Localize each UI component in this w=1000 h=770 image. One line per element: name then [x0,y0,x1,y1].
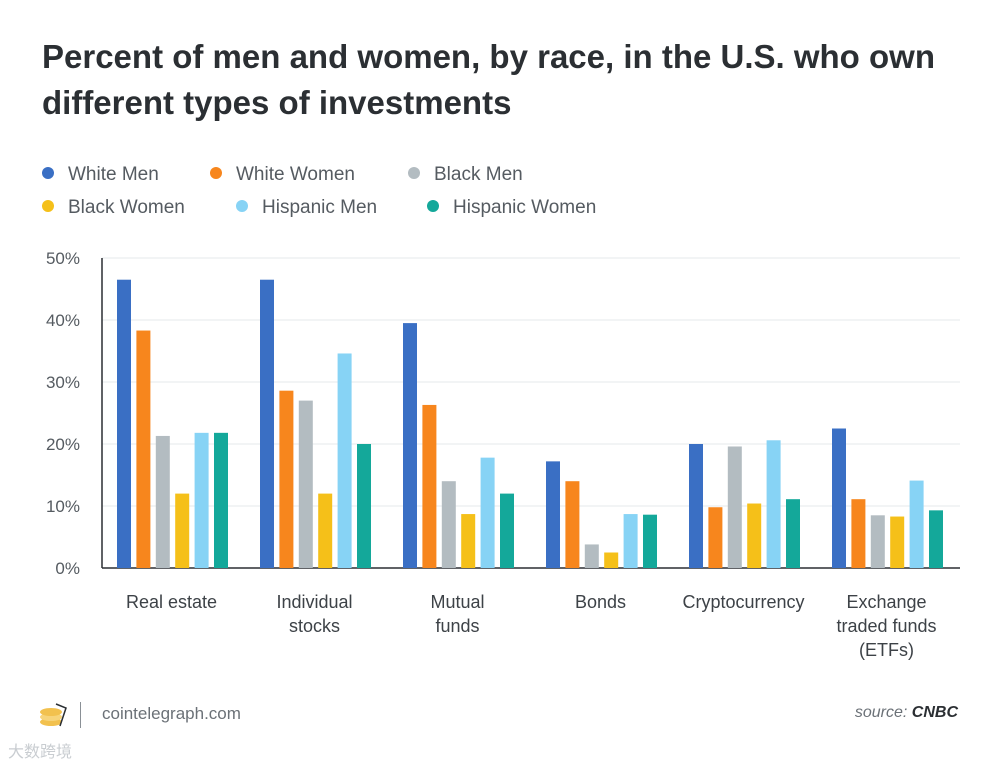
y-tick-label: 20% [46,435,80,454]
legend-swatch [42,199,54,212]
bar [546,461,560,568]
x-tick-label: Cryptocurrency [682,592,804,612]
x-tick-label: Mutual [430,592,484,612]
legend-item: White Women [210,164,355,186]
bar [708,507,723,568]
y-tick-label: 40% [46,311,80,330]
bar [851,499,866,568]
bar [175,493,190,568]
x-tick-label: Bonds [575,592,626,612]
bar [500,493,514,568]
legend-item: Hispanic Men [236,197,377,219]
bar [422,404,437,568]
bar [689,444,703,568]
footer-site-link[interactable]: cointelegraph.com [102,704,241,723]
legend-label: White Women [236,164,355,185]
bar [441,481,456,568]
bar [870,515,885,568]
legend-item: Hispanic Women [427,197,596,219]
bar [155,435,170,568]
bar [403,323,417,568]
bar [136,330,151,568]
legend-item: Black Women [42,197,185,219]
bar [890,516,905,568]
bar [623,514,638,568]
legend-label: Black Men [434,164,523,185]
bar [786,499,800,568]
legend-label: Black Women [68,197,185,218]
bar [260,279,274,568]
x-tick-label: Exchange [846,592,926,612]
source-label: source: [854,704,908,721]
y-tick-label: 0% [55,559,80,578]
legend-label: Hispanic Women [453,197,597,218]
cointelegraph-logo-icon [38,702,68,735]
legend-swatch [408,166,420,179]
x-tick-label: stocks [289,616,340,636]
bar [461,514,476,568]
x-tick-label: funds [435,616,479,636]
bar [929,510,943,568]
chart-title: Percent of men and women, by race, in th… [42,38,935,121]
bar [337,353,352,568]
bar [584,544,599,568]
bar [214,432,228,568]
x-tick-label: Real estate [126,592,217,612]
bar [727,446,742,568]
bar [747,503,762,568]
legend-item: Black Men [408,164,523,186]
legend-swatch [236,199,248,212]
bar [565,481,580,568]
footer-source: source: CNBC [855,704,958,722]
bar [117,279,131,568]
x-tick-label: Individual [276,592,352,612]
bar [909,480,924,568]
y-tick-label: 10% [46,497,80,516]
legend-item: White Men [42,164,159,186]
bar [194,432,209,568]
x-tick-label: traded funds [836,616,936,636]
bar [318,493,333,568]
y-tick-label: 30% [46,373,80,392]
bar [643,514,657,568]
bar-chart: 0% 10% 20% 30% 40% 50% Real estate Individual st… [46,249,960,660]
legend-swatch [42,166,54,179]
source-name: CNBC [911,704,958,721]
legend-label: White Men [68,164,159,185]
bar [357,444,371,568]
bar [279,390,294,568]
legend-swatch [210,166,222,179]
watermark: 大数跨境 [8,744,73,761]
footer-separator [80,702,81,728]
legend-label: Hispanic Men [262,197,378,218]
y-tick-label: 50% [46,249,80,268]
bar [480,457,495,568]
bar [766,440,781,568]
legend-swatch [427,199,439,212]
bar [298,400,313,568]
bar [604,552,619,568]
bar [832,428,846,568]
x-tick-label: (ETFs) [859,640,914,660]
